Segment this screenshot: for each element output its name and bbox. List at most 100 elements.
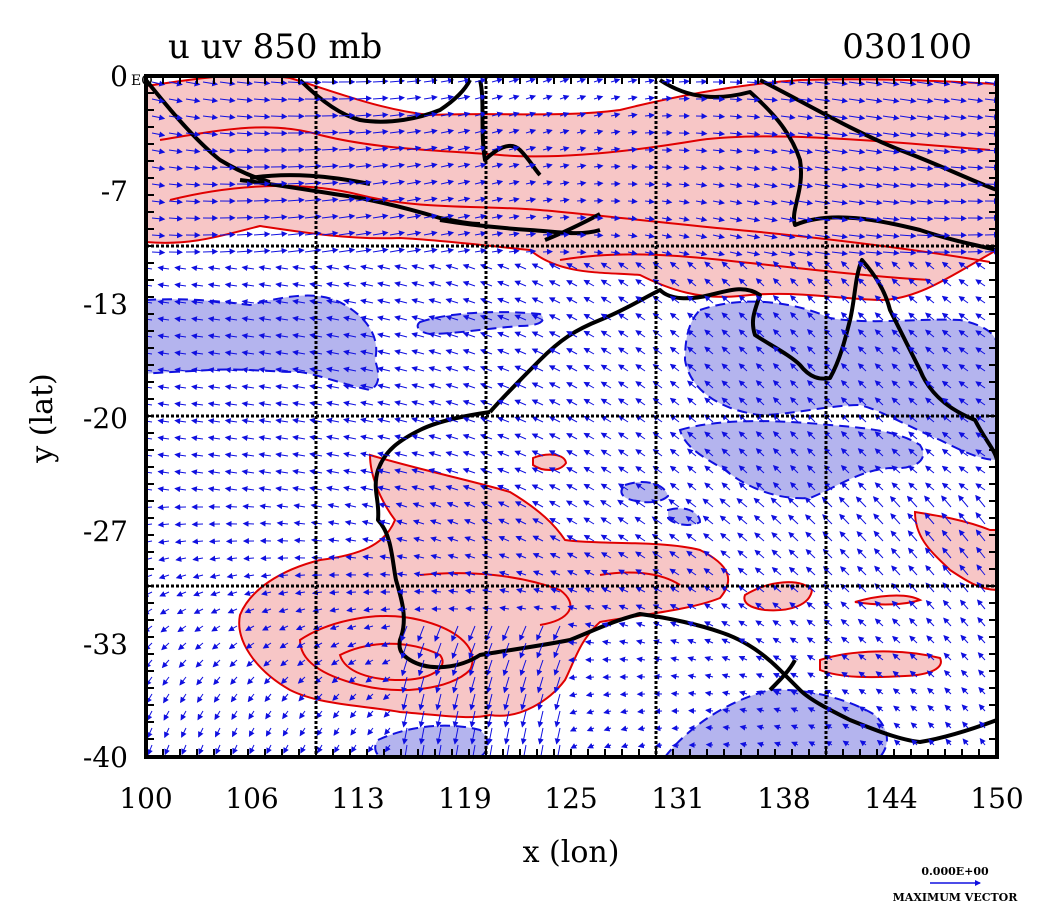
wind-vector — [174, 316, 187, 323]
wind-vector — [600, 381, 612, 389]
wind-vector — [334, 744, 340, 754]
wind-vector — [360, 281, 374, 288]
wind-vector — [377, 315, 391, 322]
wind-vector — [576, 163, 587, 170]
wind-vector — [462, 365, 476, 372]
wind-vector — [669, 363, 680, 372]
wind-vector — [440, 128, 455, 135]
wind-vector — [831, 114, 848, 121]
wind-vector — [583, 313, 595, 321]
wind-vector — [967, 147, 984, 154]
wind-vector — [899, 182, 917, 189]
reference-vector-caption: MAXIMUM VECTOR — [893, 891, 1019, 904]
wind-vector — [514, 416, 527, 423]
wind-vector — [976, 599, 986, 610]
wind-vector — [729, 147, 743, 154]
wind-vector — [831, 233, 848, 240]
wind-vector — [960, 634, 969, 644]
wind-vector — [848, 114, 866, 121]
wind-vector — [292, 264, 306, 271]
wind-vector — [531, 314, 544, 321]
wind-vector — [619, 691, 629, 698]
wind-vector — [343, 349, 357, 356]
wind-vector — [554, 693, 561, 711]
wind-vector — [174, 521, 187, 528]
wind-vector — [389, 128, 405, 135]
wind-vector — [158, 556, 170, 563]
wind-vector — [840, 328, 850, 338]
wind-vector — [661, 181, 673, 188]
wind-vector — [345, 537, 357, 544]
wind-vector — [445, 433, 459, 440]
wind-vector — [627, 95, 638, 102]
wind-vector — [292, 468, 306, 475]
wind-vector — [321, 247, 339, 254]
wind-vector — [891, 278, 901, 287]
wind-vector — [355, 196, 372, 203]
wind-vector — [525, 197, 537, 204]
wind-vector — [174, 469, 187, 476]
wind-vector — [910, 722, 918, 729]
wind-vector — [882, 131, 900, 138]
wind-vector — [634, 516, 646, 525]
wind-vector — [554, 710, 561, 728]
wind-vector — [721, 690, 731, 697]
wind-vector — [635, 621, 646, 628]
wind-vector — [209, 555, 221, 562]
x-tick-label: 131 — [651, 782, 704, 815]
wind-vector — [163, 710, 170, 721]
wind-vector — [270, 180, 288, 187]
wind-vector — [377, 332, 391, 339]
wind-vector — [457, 77, 471, 84]
wind-vector — [899, 199, 917, 206]
wind-vector — [224, 452, 238, 459]
wind-vector — [343, 417, 357, 424]
wind-vector — [207, 469, 221, 476]
wind-vector — [916, 182, 934, 189]
wind-vector — [729, 130, 743, 137]
wind-vector — [445, 314, 459, 321]
wind-vector — [406, 162, 422, 169]
wind-vector — [763, 165, 778, 172]
wind-vector — [831, 165, 848, 172]
negative-region-central-strip — [416, 311, 545, 336]
wind-vector — [848, 148, 866, 155]
wind-vector — [848, 80, 866, 87]
reference-vector-legend: 0.000E+00 MAXIMUM VECTOR — [893, 865, 1019, 904]
x-tick-label: 100 — [119, 782, 172, 815]
wind-vector — [292, 400, 306, 407]
wind-vector — [831, 250, 848, 257]
wind-vector — [729, 199, 743, 206]
wind-vector — [191, 265, 204, 272]
wind-vector — [224, 418, 238, 425]
wind-vector — [281, 693, 289, 702]
wind-vector — [822, 531, 833, 542]
wind-vector — [933, 80, 951, 87]
wind-vector — [389, 213, 405, 220]
wind-vector — [525, 94, 537, 101]
wind-vector — [497, 433, 510, 440]
wind-vector — [593, 146, 604, 153]
wind-vector — [372, 162, 389, 169]
wind-vector — [168, 148, 183, 155]
wind-vector — [637, 725, 646, 732]
wind-vector — [406, 145, 422, 152]
wind-vector — [326, 417, 340, 424]
wind-vector — [258, 367, 272, 373]
wind-vector — [882, 216, 900, 223]
wind-vector — [840, 481, 850, 491]
wind-vector — [180, 710, 187, 721]
wind-vector — [600, 517, 612, 525]
wind-vector — [763, 148, 778, 155]
wind-vector — [147, 744, 153, 756]
wind-vector — [855, 496, 867, 508]
wind-vector — [270, 79, 288, 86]
wind-vector — [304, 196, 322, 203]
wind-vector — [445, 280, 459, 287]
wind-vector — [823, 277, 833, 287]
y-tick-label: -33 — [83, 628, 128, 661]
wind-vector — [258, 452, 272, 458]
wind-vector — [950, 97, 967, 104]
wind-vector — [889, 495, 901, 508]
wind-vector — [193, 590, 204, 597]
